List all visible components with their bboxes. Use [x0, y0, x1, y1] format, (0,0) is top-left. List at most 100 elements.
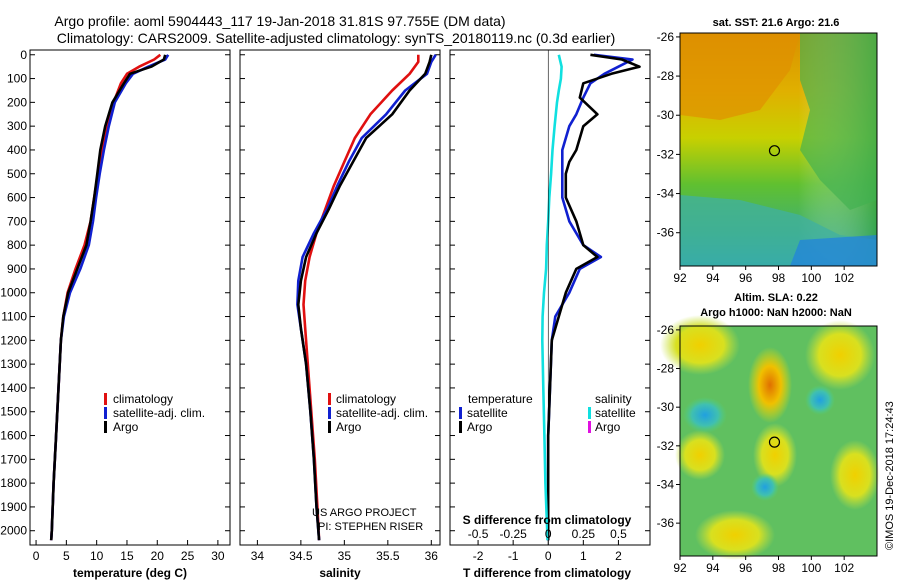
legend-label-climatology: climatology: [113, 392, 173, 406]
depth-tick-label: 600: [7, 191, 27, 205]
sst-southeast-blue: [790, 235, 877, 266]
lon-tick-label: 98: [772, 271, 786, 285]
legend-label-sal-argo: Argo: [595, 420, 621, 434]
salinity-panel: [239, 49, 441, 546]
temperature-xlabel: temperature (deg C): [73, 566, 187, 580]
sst-warm-patch: [680, 33, 800, 120]
lon-tick-label: 100: [801, 561, 821, 575]
sla-yellow-patch: [830, 440, 880, 510]
lon-tick-label: 102: [834, 271, 854, 285]
x-tick-label: 34.5: [289, 549, 313, 563]
x-tick-label: 36: [425, 549, 439, 563]
sla-cool-patch: [683, 397, 727, 433]
lon-tick-label: 94: [706, 561, 720, 575]
series-line-temperature-argo: [546, 53, 641, 541]
lat-tick-label: -28: [657, 362, 675, 376]
x-tick-label: 30: [211, 549, 225, 563]
legend-swatch-climatology: [104, 393, 107, 405]
legend-label-argo: Argo: [113, 420, 139, 434]
sla-map-title: Altim. SLA: 0.22: [734, 292, 818, 304]
legend-swatch-satellite-adj: [104, 407, 107, 419]
lat-tick-label: -36: [657, 226, 675, 240]
depth-tick-label: 1800: [0, 476, 27, 490]
top-tick-label: -0.25: [499, 527, 527, 541]
x-tick-label: 10: [90, 549, 104, 563]
lat-tick-label: -32: [657, 147, 675, 161]
sst-map: [679, 32, 878, 267]
temperature-plot: 0 5 10 15 20 25 30: [30, 53, 230, 563]
lon-tick-label: 100: [801, 271, 821, 285]
sla-map-axes: 92 94 96 98 100 102 -26 -28 -30 -32 -34 -36: [657, 323, 855, 575]
depth-tick-label: 1400: [0, 381, 27, 395]
depth-tick-label: 1500: [0, 405, 27, 419]
salinity-legend: climatology satellite-adj. clim. Argo: [328, 392, 428, 434]
depth-tick-label: 800: [7, 238, 27, 252]
sla-cool-patch: [751, 473, 779, 501]
x-tick-label: -1: [508, 549, 519, 563]
legend-swatch-climatology: [328, 393, 331, 405]
legend-label-temp-argo: Argo: [467, 420, 493, 434]
depth-tick-label: 300: [7, 119, 27, 133]
legend-swatch-argo: [104, 421, 107, 433]
lat-tick-label: -28: [657, 69, 675, 83]
top-tick-label: -0.5: [468, 527, 489, 541]
top-tick-label: 0.25: [572, 527, 596, 541]
sst-map-axes: 92 94 96 98 100 102 -26 -28 -30 -32 -34 -36: [657, 30, 855, 285]
depth-tick-label: 1700: [0, 452, 27, 466]
sst-map-title: sat. SST: 21.6 Argo: 21.6: [713, 17, 840, 29]
legend-swatch-sal-argo: [588, 421, 591, 433]
series-line-salinity-satellite: [540, 54, 563, 541]
depth-tick-label: 500: [7, 167, 27, 181]
depth-tick-label: 200: [7, 95, 27, 109]
legend-label-satellite-adj: satellite-adj. clim.: [336, 406, 428, 420]
x-tick-label: -2: [473, 549, 484, 563]
lat-tick-label: -34: [657, 477, 675, 491]
depth-tick-label: 0: [20, 48, 27, 62]
legend-label-argo: Argo: [336, 420, 362, 434]
depth-tick-label: 1600: [0, 429, 27, 443]
sla-cool-patch: [805, 385, 835, 415]
profile-location-marker: [768, 436, 781, 448]
header-line-2: Climatology: CARS2009. Satellite-adjuste…: [57, 30, 615, 46]
legend-label-temp-satellite: satellite: [467, 406, 508, 420]
difference-legend-salinity: salinity satellite Argo: [588, 392, 636, 434]
lat-tick-label: -36: [657, 516, 675, 530]
lon-tick-label: 98: [772, 561, 786, 575]
legend-label-sal-satellite: satellite: [595, 406, 636, 420]
sla-map-subtitle: Argo h1000: NaN h2000: NaN: [700, 307, 852, 319]
legend-swatch-temp-argo: [459, 421, 462, 433]
series-line-argo: [49, 54, 167, 541]
x-tick-label: 1: [580, 549, 587, 563]
temperature-panel: [29, 49, 231, 546]
lon-tick-label: 96: [739, 271, 753, 285]
profile-location-marker: [768, 145, 781, 157]
header-line-1: Argo profile: aoml 5904443_117 19-Jan-20…: [54, 13, 505, 29]
x-tick-label: 5: [63, 549, 70, 563]
sla-warm-patch: [748, 347, 792, 423]
series-line-argo: [296, 54, 433, 541]
difference-panel: [449, 49, 651, 546]
x-tick-label: 0: [545, 549, 552, 563]
series-line-satellite-adj-clim-: [296, 54, 437, 541]
legend-swatch-temp-satellite: [459, 407, 462, 419]
difference-xlabel-top: S difference from climatology: [463, 513, 632, 527]
depth-tick-label: 2000: [0, 524, 27, 538]
legend-title-temperature: temperature: [468, 392, 533, 406]
legend-label-satellite-adj: satellite-adj. clim.: [113, 406, 205, 420]
x-tick-label: 2: [615, 549, 622, 563]
sla-yellow-patch: [695, 510, 775, 560]
lat-tick-label: -32: [657, 439, 675, 453]
depth-tick-label: 1900: [0, 500, 27, 514]
series-line-satellite-adj-clim-: [49, 54, 170, 541]
depth-tick-label: 1100: [1, 310, 27, 324]
x-tick-label: 35: [338, 549, 352, 563]
difference-plot: -2 -1 0 1 2 -0.5 -0.25 0 0.25 0.5: [450, 50, 650, 563]
legend-swatch-argo: [328, 421, 331, 433]
top-tick-label: 0: [545, 527, 552, 541]
depth-tick-label: 1200: [0, 333, 27, 347]
depth-tick-label: 400: [7, 143, 27, 157]
legend-swatch-sal-satellite: [588, 407, 591, 419]
x-tick-label: 35.5: [376, 549, 400, 563]
depth-tick-label: 100: [7, 72, 27, 86]
